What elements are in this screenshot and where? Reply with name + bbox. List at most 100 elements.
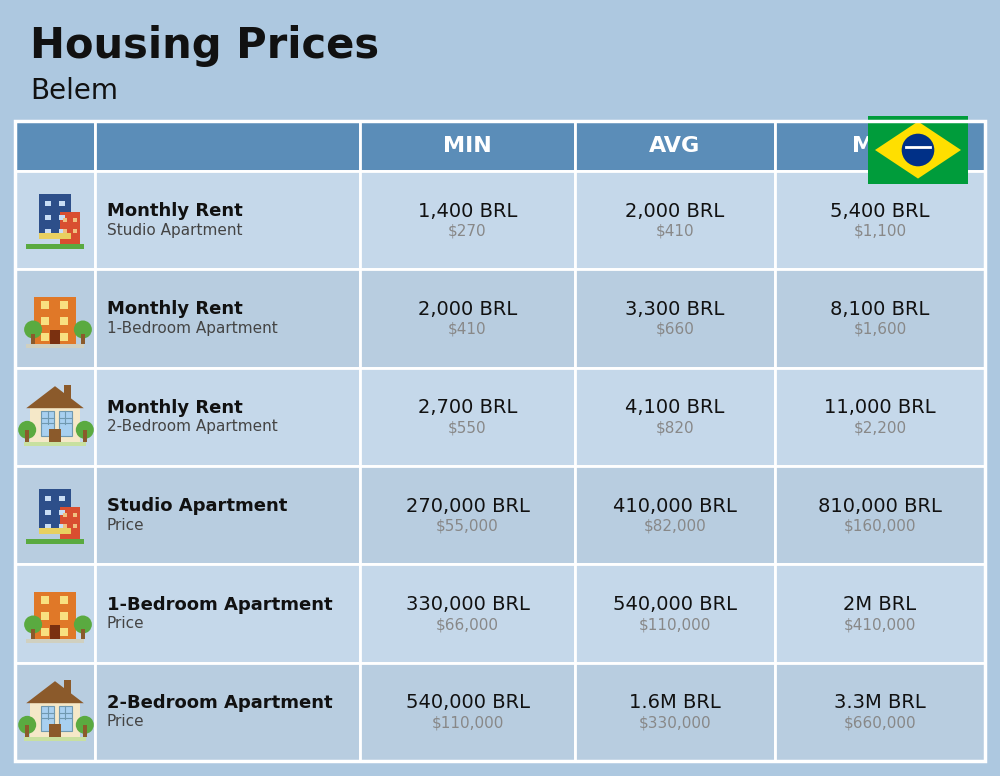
Text: $550: $550 [448,421,487,435]
FancyBboxPatch shape [64,681,71,695]
Text: 270,000 BRL: 270,000 BRL [406,497,529,516]
FancyBboxPatch shape [95,121,360,171]
Text: $110,000: $110,000 [431,715,504,730]
FancyBboxPatch shape [15,564,95,663]
Text: 1-Bedroom Apartment: 1-Bedroom Apartment [107,321,278,336]
FancyBboxPatch shape [15,171,95,269]
Text: 11,000 BRL: 11,000 BRL [824,398,936,417]
Text: Price: Price [107,715,145,729]
FancyBboxPatch shape [73,229,77,234]
FancyBboxPatch shape [73,525,77,528]
FancyBboxPatch shape [39,233,71,239]
FancyBboxPatch shape [50,330,60,344]
FancyBboxPatch shape [95,564,360,663]
FancyBboxPatch shape [15,663,95,761]
FancyBboxPatch shape [60,301,68,309]
Circle shape [18,421,36,439]
FancyBboxPatch shape [45,524,51,529]
FancyBboxPatch shape [26,244,84,249]
Text: 2M BRL: 2M BRL [843,595,917,614]
FancyBboxPatch shape [39,528,71,534]
Text: 5,400 BRL: 5,400 BRL [830,202,930,220]
Text: MAX: MAX [852,136,908,156]
FancyBboxPatch shape [59,524,65,529]
Text: 1-Bedroom Apartment: 1-Bedroom Apartment [107,595,333,614]
FancyBboxPatch shape [59,201,65,206]
Text: 410,000 BRL: 410,000 BRL [613,497,737,516]
Text: 4,100 BRL: 4,100 BRL [625,398,725,417]
FancyBboxPatch shape [575,466,775,564]
Text: 2,000 BRL: 2,000 BRL [418,300,517,319]
Text: 330,000 BRL: 330,000 BRL [406,595,529,614]
FancyBboxPatch shape [49,724,61,737]
FancyBboxPatch shape [63,513,67,518]
Circle shape [18,715,36,734]
FancyBboxPatch shape [59,229,65,234]
FancyBboxPatch shape [575,171,775,269]
FancyBboxPatch shape [59,411,72,424]
Text: Studio Apartment: Studio Apartment [107,223,242,237]
FancyBboxPatch shape [41,718,54,731]
Text: $330,000: $330,000 [639,715,711,730]
Polygon shape [875,121,961,178]
FancyBboxPatch shape [15,368,95,466]
FancyBboxPatch shape [360,368,575,466]
FancyBboxPatch shape [83,430,87,442]
FancyBboxPatch shape [45,215,51,220]
FancyBboxPatch shape [25,725,29,737]
Text: 3,300 BRL: 3,300 BRL [625,300,725,319]
FancyBboxPatch shape [95,466,360,564]
Text: 8,100 BRL: 8,100 BRL [830,300,930,319]
Text: $82,000: $82,000 [644,518,706,534]
FancyBboxPatch shape [41,317,49,325]
Text: 2,700 BRL: 2,700 BRL [418,398,517,417]
Circle shape [24,320,42,338]
Circle shape [74,320,92,338]
FancyBboxPatch shape [775,368,985,466]
FancyBboxPatch shape [575,121,775,171]
FancyBboxPatch shape [60,333,68,341]
FancyBboxPatch shape [45,510,51,515]
Circle shape [74,615,92,633]
FancyBboxPatch shape [60,508,80,539]
FancyBboxPatch shape [41,333,49,341]
FancyBboxPatch shape [64,386,71,400]
Text: Monthly Rent: Monthly Rent [107,399,243,417]
Text: 540,000 BRL: 540,000 BRL [613,595,737,614]
Text: Price: Price [107,616,145,631]
FancyBboxPatch shape [360,564,575,663]
Text: 1,400 BRL: 1,400 BRL [418,202,517,220]
FancyBboxPatch shape [41,423,54,436]
FancyBboxPatch shape [31,334,35,344]
Text: $410: $410 [656,223,694,239]
FancyBboxPatch shape [775,121,985,171]
FancyBboxPatch shape [575,564,775,663]
Text: $110,000: $110,000 [639,617,711,632]
FancyBboxPatch shape [73,218,77,222]
Text: Monthly Rent: Monthly Rent [107,300,243,318]
FancyBboxPatch shape [34,592,76,639]
FancyBboxPatch shape [15,121,95,171]
Text: 2-Bedroom Apartment: 2-Bedroom Apartment [107,419,278,435]
Text: $660,000: $660,000 [844,715,916,730]
Text: 3.3M BRL: 3.3M BRL [834,693,926,712]
FancyBboxPatch shape [575,269,775,368]
FancyBboxPatch shape [31,629,35,639]
FancyBboxPatch shape [60,317,68,325]
FancyBboxPatch shape [59,706,72,719]
FancyBboxPatch shape [45,229,51,234]
FancyBboxPatch shape [41,612,49,620]
FancyBboxPatch shape [775,466,985,564]
FancyBboxPatch shape [26,539,84,544]
Text: Price: Price [107,518,145,532]
FancyBboxPatch shape [15,466,95,564]
Text: $2,200: $2,200 [853,421,907,435]
FancyBboxPatch shape [30,408,80,442]
Text: 2-Bedroom Apartment: 2-Bedroom Apartment [107,694,333,712]
Text: $1,600: $1,600 [853,322,907,337]
Text: $55,000: $55,000 [436,518,499,534]
FancyBboxPatch shape [95,171,360,269]
Text: $270: $270 [448,223,487,239]
Text: Belem: Belem [30,77,118,105]
Text: 810,000 BRL: 810,000 BRL [818,497,942,516]
